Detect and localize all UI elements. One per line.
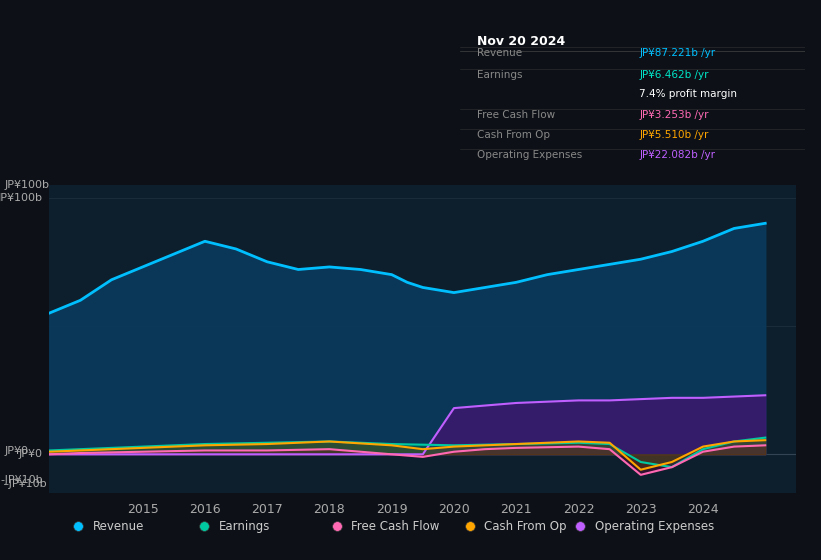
Text: -JP¥10b: -JP¥10b: [0, 475, 43, 485]
Text: Nov 20 2024: Nov 20 2024: [477, 35, 565, 48]
Text: JP¥100b: JP¥100b: [4, 180, 49, 190]
Text: Earnings: Earnings: [477, 71, 522, 81]
Text: JP¥100b: JP¥100b: [0, 193, 43, 203]
Text: Operating Expenses: Operating Expenses: [595, 520, 714, 533]
Text: Cash From Op: Cash From Op: [484, 520, 566, 533]
Text: JP¥22.082b /yr: JP¥22.082b /yr: [639, 151, 715, 160]
Text: JP¥5.510b /yr: JP¥5.510b /yr: [639, 130, 709, 140]
Text: JP¥0: JP¥0: [4, 446, 28, 456]
Text: JP¥87.221b /yr: JP¥87.221b /yr: [639, 49, 715, 58]
Text: Free Cash Flow: Free Cash Flow: [351, 520, 440, 533]
Text: -JP¥10b: -JP¥10b: [4, 479, 47, 489]
Text: Earnings: Earnings: [218, 520, 270, 533]
Text: Operating Expenses: Operating Expenses: [477, 151, 582, 160]
Text: Revenue: Revenue: [93, 520, 144, 533]
Text: JP¥0: JP¥0: [19, 449, 43, 459]
Text: Cash From Op: Cash From Op: [477, 130, 550, 140]
Text: 7.4% profit margin: 7.4% profit margin: [639, 89, 737, 99]
Text: JP¥6.462b /yr: JP¥6.462b /yr: [639, 71, 709, 81]
Text: Revenue: Revenue: [477, 49, 522, 58]
Text: JP¥3.253b /yr: JP¥3.253b /yr: [639, 110, 709, 120]
Text: Free Cash Flow: Free Cash Flow: [477, 110, 555, 120]
